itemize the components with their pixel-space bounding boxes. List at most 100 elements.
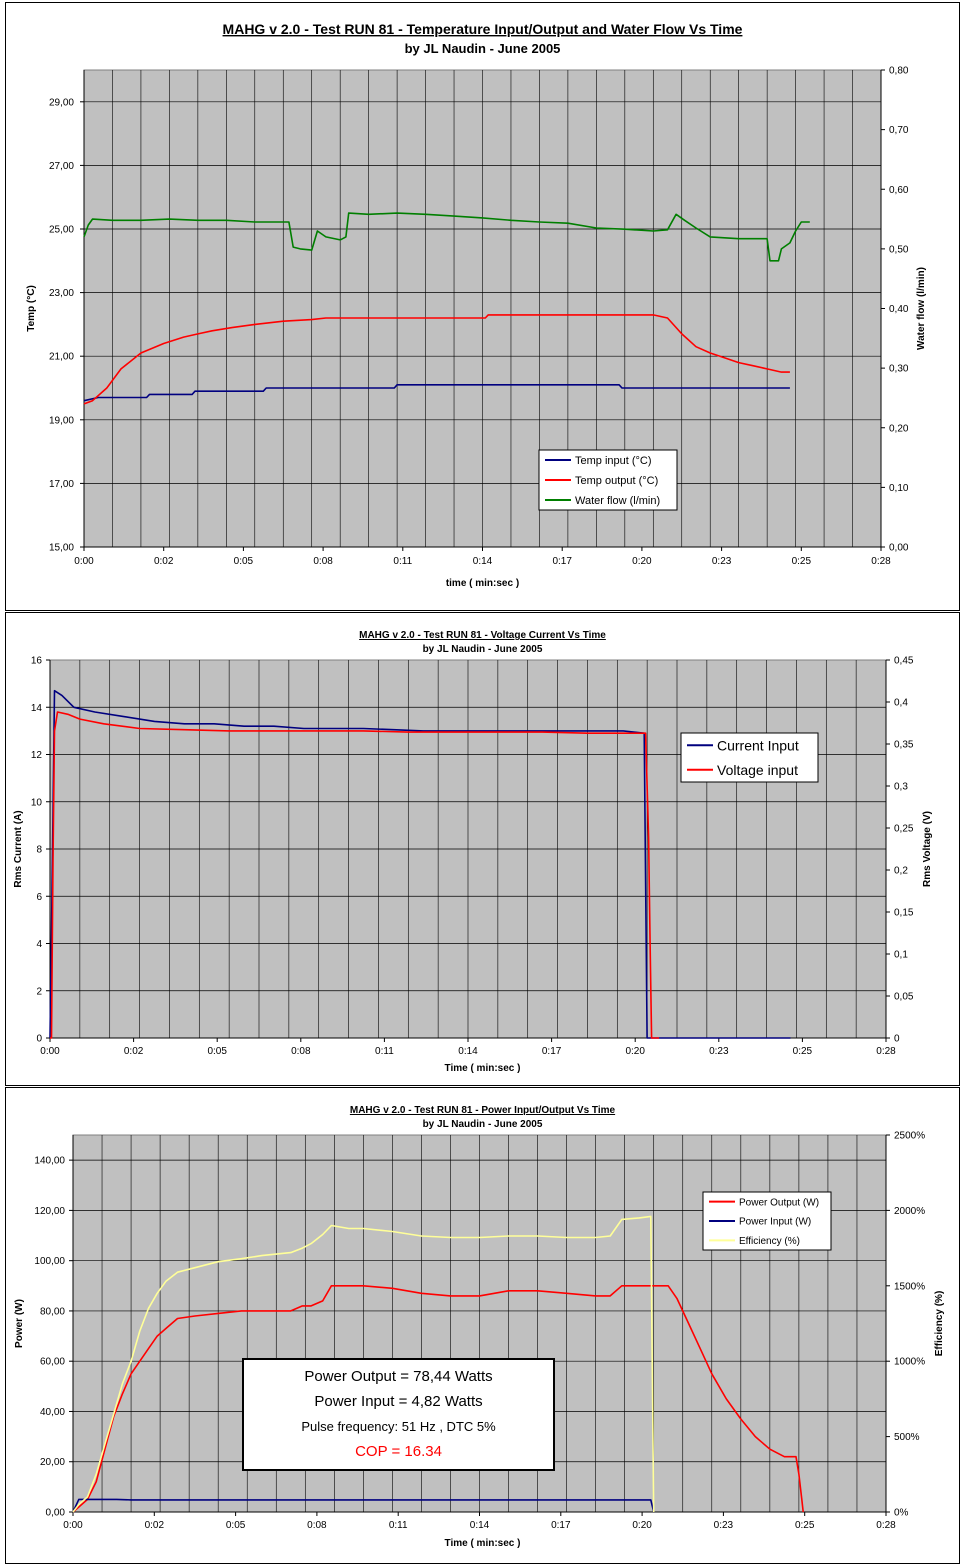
power-chart: MAHG v 2.0 - Test RUN 81 - Power Input/O… [14,1105,945,1549]
x-tick-label: 0:23 [709,1046,729,1057]
y2-tick-label: 0,70 [889,125,909,136]
x-tick-label: 0:02 [154,556,174,567]
voltage-current-chart-panel: MAHG v 2.0 - Test RUN 81 - Voltage Curre… [5,612,960,1086]
series-line-1 [83,383,790,402]
y-tick-label: 100,00 [34,1256,65,1267]
x-tick-label: 0:23 [712,556,732,567]
x-tick-label: 0:17 [542,1046,562,1057]
y-axis-label: Rms Current (A) [13,810,24,887]
y-axis-label: Temp (°C) [26,285,37,332]
y-tick-label: 6 [36,892,42,903]
x-tick-label: 0:17 [552,556,572,567]
chart-title: MAHG v 2.0 - Test RUN 81 - Temperature I… [223,21,743,37]
x-tick-label: 0:14 [458,1046,478,1057]
x-tick-label: 0:08 [291,1046,311,1057]
y2-tick-label: 0,30 [889,364,909,375]
x-tick-label: 0:00 [74,556,94,567]
y2-tick-label: 2000% [894,1206,925,1217]
x-tick-label: 0:28 [871,556,891,567]
y2-axis-label: Water flow (l/min) [916,267,927,350]
y-tick-label: 15,00 [49,543,74,554]
x-tick-label: 0:08 [307,1520,327,1531]
chart-title: MAHG v 2.0 - Test RUN 81 - Power Input/O… [350,1105,616,1116]
y-tick-label: 20,00 [40,1457,65,1468]
y2-tick-label: 0,60 [889,185,909,196]
annotation-cop: COP = 16.34 [355,1443,442,1460]
x-tick-label: 0:17 [551,1520,571,1531]
y2-tick-label: 0,80 [889,66,909,77]
x-tick-label: 0:23 [714,1520,734,1531]
y-tick-label: 4 [36,939,42,950]
y-tick-label: 10 [31,797,43,808]
y2-tick-label: 0,10 [889,483,909,494]
y2-tick-label: 0,45 [894,656,914,667]
legend-label: Temp output (°C) [575,475,658,487]
y2-tick-label: 0,25 [894,824,914,835]
y-tick-label: 21,00 [49,352,74,363]
x-tick-label: 0:25 [795,1520,815,1531]
x-tick-label: 0:00 [63,1520,83,1531]
legend-label: Efficiency (%) [739,1236,800,1247]
series-line-3 [83,212,810,262]
y-tick-label: 19,00 [49,415,74,426]
x-tick-label: 0:14 [473,556,493,567]
y-tick-label: 14 [31,703,43,714]
legend-label: Current Input [717,737,799,753]
y-tick-label: 2 [36,986,42,997]
x-tick-label: 0:25 [792,556,812,567]
x-tick-label: 0:11 [393,556,412,567]
y-tick-label: 0 [36,1034,42,1045]
y2-tick-label: 0,35 [894,740,914,751]
y-tick-label: 80,00 [40,1306,65,1317]
y-tick-label: 16 [31,656,43,667]
temperature-chart-panel: MAHG v 2.0 - Test RUN 81 - Temperature I… [5,2,960,611]
annotation-power-output: Power Output = 78,44 Watts [304,1368,492,1385]
annotation-box [242,1358,555,1471]
x-tick-label: 0:05 [234,556,254,567]
legend-label: Temp input (°C) [575,455,652,467]
y2-tick-label: 0,1 [894,950,908,961]
x-tick-label: 0:28 [876,1046,896,1057]
series-line-1 [49,689,791,1039]
chart-title: MAHG v 2.0 - Test RUN 81 - Voltage Curre… [359,630,606,641]
x-tick-label: 0:11 [375,1046,394,1057]
y2-tick-label: 0,2 [894,866,908,877]
series-line-1 [72,1285,804,1513]
x-tick-label: 0:14 [470,1520,490,1531]
y2-tick-label: 0,15 [894,908,914,919]
y2-tick-label: 0,40 [889,304,909,315]
x-axis-label: Time ( min:sec ) [445,1538,521,1549]
y-axis-label: Power (W) [14,1299,25,1348]
x-axis-label: time ( min:sec ) [446,578,519,589]
y2-tick-label: 2500% [894,1131,925,1142]
y-tick-label: 40,00 [40,1407,65,1418]
legend-label: Power Input (W) [739,1217,811,1228]
series-line-2 [50,711,660,1039]
y2-tick-label: 0,4 [894,698,908,709]
x-tick-label: 0:02 [124,1046,144,1057]
y-tick-label: 27,00 [49,161,74,172]
y-tick-label: 23,00 [49,288,74,299]
y2-tick-label: 500% [894,1432,920,1443]
x-tick-label: 0:08 [313,556,333,567]
y2-tick-label: 0% [894,1508,909,1519]
y-tick-label: 12 [31,750,43,761]
voltage-current-chart: MAHG v 2.0 - Test RUN 81 - Voltage Curre… [13,630,933,1074]
y-tick-label: 8 [36,845,42,856]
x-tick-label: 0:11 [389,1520,408,1531]
legend-label: Water flow (l/min) [575,495,660,507]
x-axis-label: Time ( min:sec ) [445,1063,521,1074]
y2-axis-label: Rms Voltage (V) [922,811,933,887]
x-tick-label: 0:20 [632,1520,652,1531]
y2-tick-label: 0,3 [894,782,908,793]
annotation-pulse-frequency: Pulse frequency: 51 Hz , DTC 5% [301,1419,496,1434]
y2-tick-label: 0,20 [889,423,909,434]
x-tick-label: 0:20 [625,1046,645,1057]
y-tick-label: 0,00 [46,1508,66,1519]
y-tick-label: 25,00 [49,225,74,236]
x-tick-label: 0:05 [207,1046,227,1057]
x-tick-label: 0:00 [40,1046,60,1057]
legend-label: Power Output (W) [739,1197,819,1208]
y2-tick-label: 0,50 [889,244,909,255]
x-tick-label: 0:20 [632,556,652,567]
